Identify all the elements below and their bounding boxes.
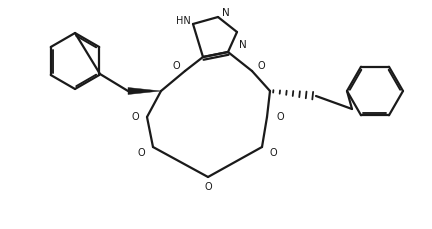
Text: N: N	[238, 40, 246, 50]
Text: O: O	[172, 61, 180, 71]
Text: O: O	[257, 61, 265, 71]
Text: O: O	[131, 112, 139, 121]
Text: O: O	[276, 112, 284, 121]
Text: O: O	[137, 147, 145, 157]
Text: N: N	[222, 8, 230, 18]
Text: O: O	[204, 181, 212, 191]
Polygon shape	[128, 88, 161, 95]
Text: O: O	[269, 147, 277, 157]
Text: HN: HN	[176, 16, 191, 26]
